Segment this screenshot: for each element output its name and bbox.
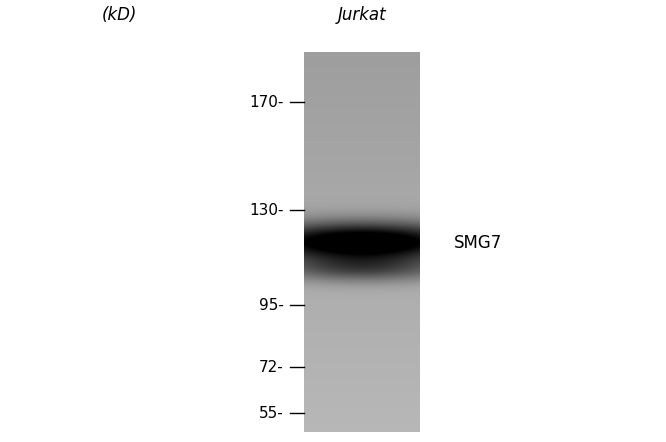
Text: 95-: 95- xyxy=(258,297,284,312)
Text: Jurkat: Jurkat xyxy=(338,7,386,24)
Text: 55-: 55- xyxy=(258,406,284,421)
Text: 72-: 72- xyxy=(258,360,284,375)
Text: 130-: 130- xyxy=(249,203,284,218)
Text: SMG7: SMG7 xyxy=(454,234,502,252)
Text: 170-: 170- xyxy=(249,95,284,110)
Text: (kD): (kD) xyxy=(102,7,137,24)
